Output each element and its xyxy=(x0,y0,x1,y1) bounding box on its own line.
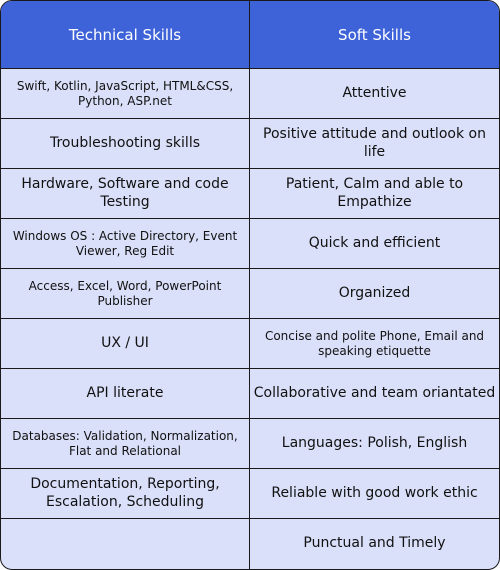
technical-skill-cell: Windows OS : Active Directory, Event Vie… xyxy=(1,219,250,268)
soft-skill-cell: Punctual and Timely xyxy=(303,535,446,552)
table-row: API literate Collaborative and team oria… xyxy=(1,369,499,419)
technical-skill-cell: Troubleshooting skills xyxy=(1,119,250,168)
table-row: Hardware, Software and code Testing Pati… xyxy=(1,169,499,219)
table-row: Databases: Validation, Normalization, Fl… xyxy=(1,419,499,469)
technical-skill-cell: Databases: Validation, Normalization, Fl… xyxy=(1,419,250,468)
technical-skill-cell: Documentation, Reporting, Escalation, Sc… xyxy=(1,469,250,518)
soft-skill-cell: Attentive xyxy=(342,84,407,101)
technical-skill-cell: Swift, Kotlin, JavaScript, HTML&CSS, Pyt… xyxy=(1,69,250,118)
table-row: Swift, Kotlin, JavaScript, HTML&CSS, Pyt… xyxy=(1,69,499,119)
technical-skill-cell: Hardware, Software and code Testing xyxy=(1,169,250,218)
table-row: Troubleshooting skills Positive attitude… xyxy=(1,119,499,169)
soft-skill-cell: Positive attitude and outlook on life xyxy=(263,126,486,160)
table-row: Documentation, Reporting, Escalation, Sc… xyxy=(1,469,499,519)
soft-skill-cell: Collaborative and team oriantated xyxy=(253,384,496,401)
header-soft-skills: Soft Skills xyxy=(338,25,411,44)
soft-skill-cell: Organized xyxy=(338,284,411,301)
header-technical-skills: Technical Skills xyxy=(1,1,250,68)
technical-skill-cell: Access, Excel, Word, PowerPoint Publishe… xyxy=(1,269,250,318)
table-row: Windows OS : Active Directory, Event Vie… xyxy=(1,219,499,269)
technical-skill-cell: API literate xyxy=(1,369,250,418)
soft-skill-cell: Quick and efficient xyxy=(308,234,441,251)
technical-skill-cell: UX / UI xyxy=(1,319,250,368)
soft-skill-cell: Reliable with good work ethic xyxy=(271,484,478,501)
table-row: Punctual and Timely xyxy=(1,519,499,569)
table-row: Access, Excel, Word, PowerPoint Publishe… xyxy=(1,269,499,319)
table-row: UX / UI Concise and polite Phone, Email … xyxy=(1,319,499,369)
soft-skill-cell: Languages: Polish, English xyxy=(281,434,468,451)
table-header-row: Technical Skills Soft Skills xyxy=(1,1,499,69)
soft-skill-cell: Patient, Calm and able to Empathize xyxy=(285,176,464,210)
soft-skill-cell: Concise and polite Phone, Email and spea… xyxy=(264,328,485,358)
technical-skill-cell xyxy=(1,519,250,569)
